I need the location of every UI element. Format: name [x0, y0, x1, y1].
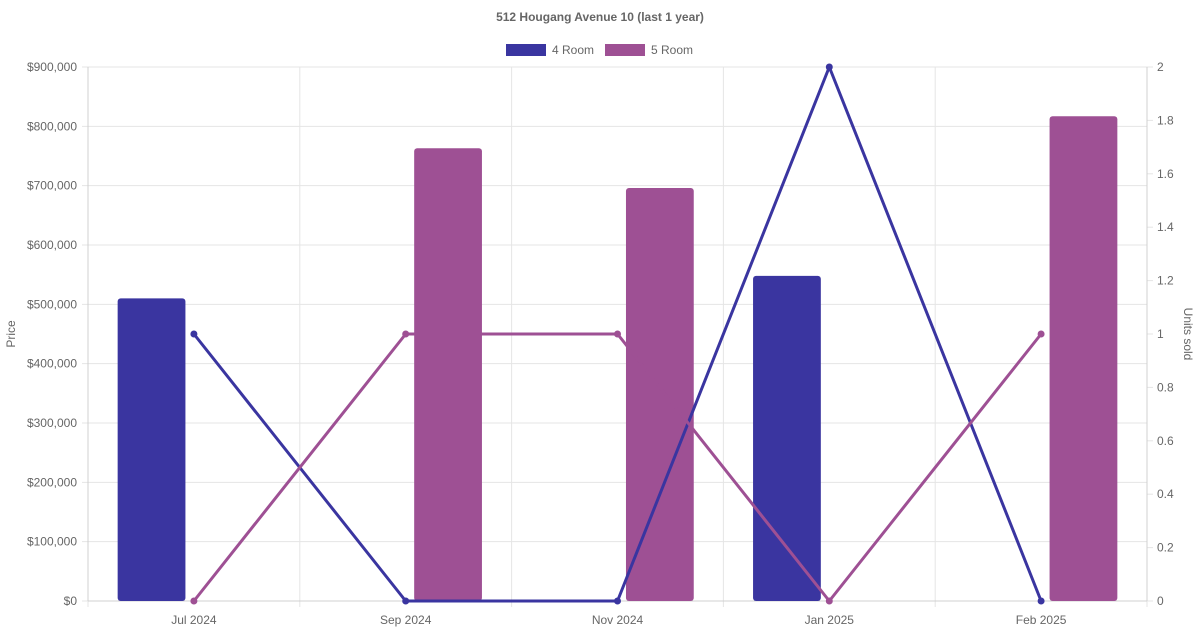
y-left-tick-label: $800,000: [27, 119, 77, 133]
y-left-tick-label: $200,000: [27, 475, 77, 489]
bar-5-room-sep-2024: [414, 148, 482, 601]
y-left-tick-label: $500,000: [27, 297, 77, 311]
y-right-tick-label: 2: [1157, 60, 1164, 74]
y-left-tick-label: $400,000: [27, 357, 77, 371]
y-right-tick-label: 0.4: [1157, 487, 1174, 501]
y-left-tick-label: $600,000: [27, 238, 77, 252]
point-5-room-feb-2025: [1037, 330, 1045, 338]
chart-title: 512 Hougang Avenue 10 (last 1 year): [496, 10, 704, 24]
bar-series: [117, 116, 1118, 602]
legend-label-4-room: 4 Room: [552, 43, 594, 57]
line-5-room-units-sold: [192, 332, 1043, 603]
x-tick-label: Jul 2024: [171, 613, 217, 627]
point-4-room-nov-2024: [614, 597, 621, 605]
bar-5-room-nov-2024: [625, 188, 694, 602]
point-5-room-jan-2025: [825, 597, 833, 605]
y-left-tick-label: $300,000: [27, 416, 77, 430]
y-right-tick-label: 1.2: [1157, 274, 1174, 288]
y-right-tick-label: 1.6: [1157, 167, 1174, 181]
x-tick-label: Feb 2025: [1016, 613, 1067, 627]
legend-swatch-5-room: [605, 44, 645, 56]
y-right-tick-label: 0.6: [1157, 434, 1174, 448]
legend-item-5-room[interactable]: 5 Room: [605, 43, 693, 57]
line-series: [190, 63, 1045, 605]
point-4-room-jan-2025: [825, 63, 833, 71]
x-tick-label: Sep 2024: [380, 613, 432, 627]
y-right-tick-label: 0.2: [1157, 541, 1174, 555]
y-left-tick-label: $0: [64, 594, 78, 608]
point-4-room-sep-2024: [402, 597, 410, 605]
bar-4-room-jan-2025: [753, 275, 821, 601]
point-4-room-jul-2024: [190, 330, 198, 338]
point-5-room-sep-2024: [402, 330, 410, 338]
point-5-room-nov-2024: [614, 330, 621, 338]
y-left-tick-label: $900,000: [27, 60, 77, 74]
y-right-tick-label: 1.8: [1157, 113, 1174, 127]
x-tick-label: Jan 2025: [805, 613, 855, 627]
y-left-tick-label: $100,000: [27, 535, 77, 549]
legend-swatch-4-room: [506, 44, 546, 56]
legend-item-4-room[interactable]: 4 Room: [506, 43, 594, 57]
bar-5-room-feb-2025: [1049, 116, 1118, 601]
point-5-room-jul-2024: [190, 597, 198, 605]
y-right-tick-label: 0.8: [1157, 380, 1174, 394]
x-tick-label: Nov 2024: [592, 613, 644, 627]
legend: 4 Room 5 Room: [506, 43, 693, 57]
y-axis-left-label: Price: [4, 320, 18, 348]
y-right-tick-label: 1: [1157, 327, 1164, 341]
y-left-tick-label: $700,000: [27, 179, 77, 193]
legend-label-5-room: 5 Room: [651, 43, 693, 57]
y-right-tick-label: 0: [1157, 594, 1164, 608]
y-right-tick-label: 1.4: [1157, 220, 1174, 234]
bar-4-room-jul-2024: [117, 298, 186, 601]
point-4-room-feb-2025: [1037, 597, 1045, 605]
y-axis-right-label: Units sold: [1181, 308, 1195, 361]
